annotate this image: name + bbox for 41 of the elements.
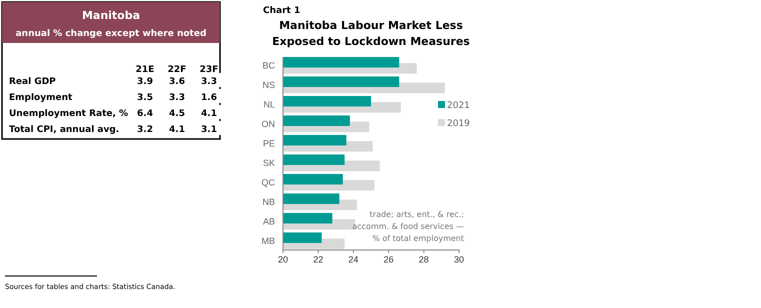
annotation: trade; arts, ent., & rec.; accomm. & food services — % of total employment [352,210,464,243]
legend-label: 2019 [447,119,470,129]
data-label: 3.5 [137,93,153,103]
data-label: 6.4 [137,109,153,119]
data-label: 3.3 [169,93,185,103]
y-tick-label: BC [262,60,276,71]
x-tick-label: 28 [418,254,429,264]
legend-label: 2021 [447,101,470,111]
data-label: 3.1 [201,125,217,135]
x-tick-label: 24 [348,254,358,264]
chart-title: Manitoba Labour Market Less Exposed to Lockdown Measures [272,19,470,48]
y-tick-label: QC [262,178,276,188]
chart-subtitle: annual % change except where noted [16,29,206,39]
data-label: 1.6 [201,93,217,103]
y-tick-label: AB [262,216,275,227]
data-label: 3.6 [169,77,185,87]
data-label: 3.2 [137,125,153,135]
data-label: 4.5 [169,109,185,119]
chart-subtitle: Chart 1 [263,6,300,16]
y-tick-label: ON [262,119,275,130]
y-tick-label: Real GDP [9,77,56,87]
y-tick-label: NB [262,197,275,208]
x-tick-label: 21E [136,65,154,75]
y-tick-label: Unemployment Rate, % [9,109,128,119]
y-tick-label: Total CPI, annual avg. [9,125,120,135]
x-tick-label: 22 [313,254,324,264]
y-tick-label: NS [262,80,275,90]
x-tick-label: 22F [168,65,186,75]
y-tick-label: NL [263,100,275,110]
data-label: 3.3 [201,77,217,87]
data-label: 4.1 [201,109,217,119]
y-tick-label: PE [262,138,275,149]
y-tick-label: SK [262,158,275,168]
chart-title: Manitoba [82,9,140,22]
data-label: 3.9 [137,77,153,87]
x-tick-label: 30 [454,254,464,264]
x-tick-label: 26 [384,254,394,264]
y-tick-label: MB [262,236,275,246]
x-tick-label: 20 [278,254,288,264]
data-label: 4.1 [169,125,185,135]
y-tick-label: Employment [9,93,73,103]
